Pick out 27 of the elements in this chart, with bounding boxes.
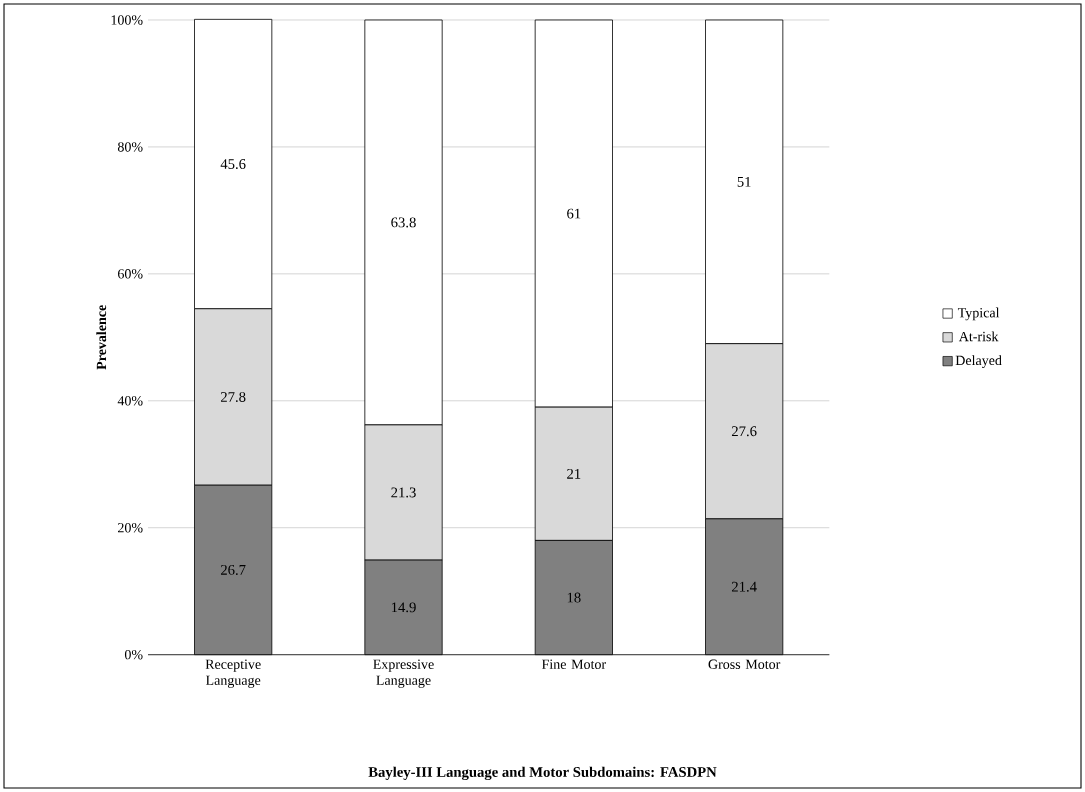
data-label: 45.6 — [220, 159, 246, 170]
y-tick-label: 60% — [118, 269, 143, 279]
y-tick-label: 100% — [111, 15, 143, 25]
y-tick-label: 0% — [124, 649, 143, 660]
legend-label: At-risk — [958, 331, 999, 342]
data-label: 27.8 — [220, 392, 246, 402]
data-label: 27.6 — [731, 426, 757, 437]
data-label: 51 — [737, 176, 751, 187]
y-axis-title: Prevalence — [96, 305, 107, 370]
data-label: 63.8 — [391, 217, 416, 228]
data-label: 21 — [567, 468, 581, 479]
data-label: 18 — [567, 592, 581, 603]
text: Bayley-III Language and Motor Subdomains: FASDPN — [368, 766, 717, 781]
data-label: 26.7 — [220, 564, 246, 575]
legend-label: Delayed — [955, 355, 1002, 368]
y-tick-label: 20% — [118, 522, 143, 533]
x-tick-label: Gross Motor — [708, 659, 781, 669]
data-label: 21.3 — [391, 487, 416, 498]
y-tick-label: 80% — [117, 142, 143, 152]
x-tick-label: Fine Motor — [541, 659, 606, 669]
x-tick-label: Receptive Language — [205, 659, 261, 688]
data-label: 14.9 — [391, 602, 416, 613]
data-label: 21.4 — [731, 581, 757, 592]
y-tick-label: 40% — [117, 396, 143, 406]
legend-label: Typical — [957, 307, 1000, 321]
data-label: 61 — [567, 208, 581, 219]
x-tick-label: Expressive Language — [373, 659, 434, 688]
